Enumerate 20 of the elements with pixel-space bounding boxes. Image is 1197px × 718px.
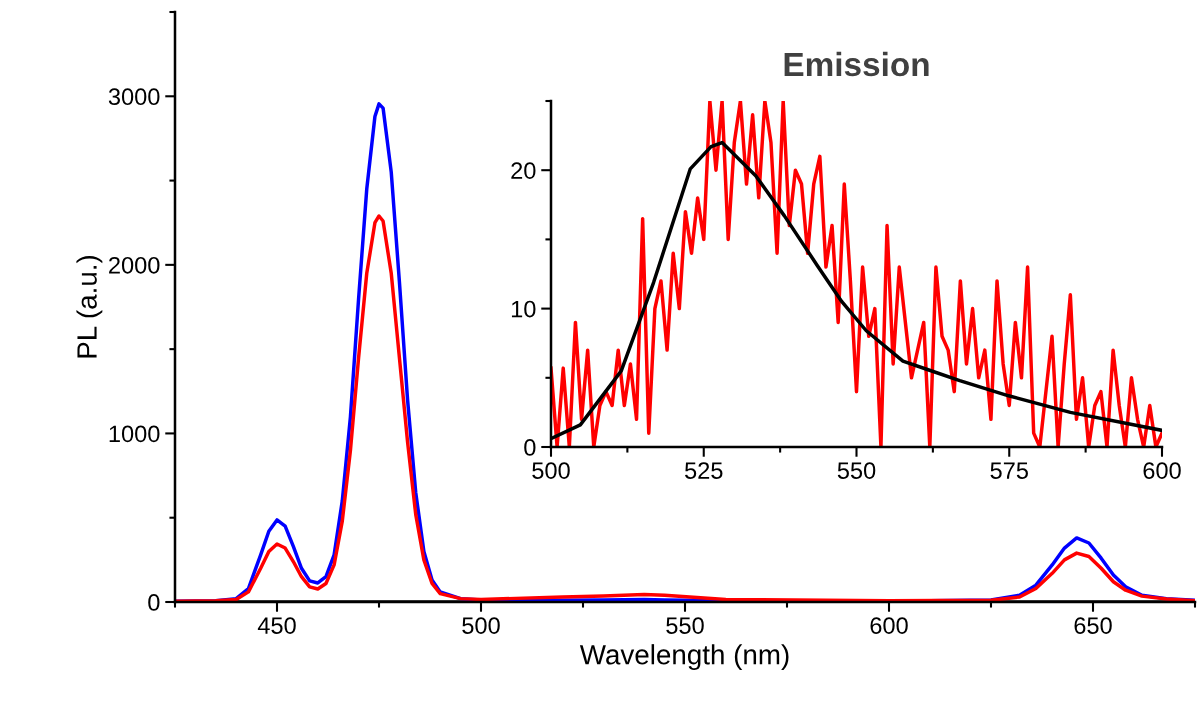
x-tick-label: 575 — [990, 462, 1028, 479]
x-tick-label: 600 — [870, 617, 908, 634]
x-tick-label: 550 — [666, 617, 704, 634]
chart-title: Emission — [784, 51, 929, 77]
y-tick-label: 20 — [511, 162, 536, 179]
y-tick-label: 10 — [511, 300, 536, 318]
x-tick-label: 450 — [257, 617, 296, 634]
x-tick-label: 550 — [837, 462, 876, 479]
x-tick-label: 500 — [532, 462, 570, 479]
y-tick-label: 3000 — [108, 88, 160, 106]
x-tick-label: 500 — [462, 617, 500, 634]
x-tick-label: 600 — [1143, 462, 1181, 479]
y-tick-label: 1000 — [109, 425, 160, 443]
y-tick-label: 0 — [148, 594, 160, 611]
x-tick-label: 650 — [1074, 617, 1112, 634]
y-tick-label: 2000 — [109, 256, 160, 274]
x-tick-label: 525 — [685, 462, 723, 479]
y-axis-title: PL (a.u.) — [76, 255, 103, 358]
y-tick-label: 0 — [524, 439, 536, 456]
x-axis-title: Wavelength (nm) — [579, 644, 789, 671]
